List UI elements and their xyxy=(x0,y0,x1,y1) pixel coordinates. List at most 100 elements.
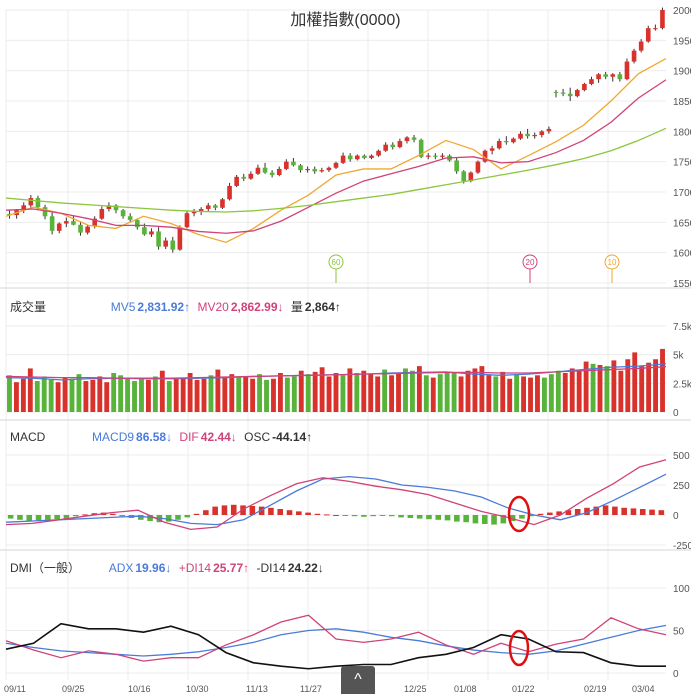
candle-body xyxy=(78,224,83,233)
candle-body xyxy=(354,155,360,160)
candle-body xyxy=(653,28,658,30)
osc-bar xyxy=(45,515,51,520)
candle-body xyxy=(468,172,474,182)
scroll-top-button[interactable]: ^ xyxy=(341,666,375,694)
volume-bar xyxy=(354,373,360,412)
volume-bar xyxy=(458,376,464,412)
volume-bar xyxy=(7,375,12,412)
volume-bar xyxy=(69,378,75,412)
candle-body xyxy=(305,168,310,171)
macd-line-macd9 xyxy=(5,473,667,526)
osc-bar xyxy=(463,515,469,523)
osc-bar xyxy=(509,515,516,521)
candle-body xyxy=(411,137,417,140)
candle-body xyxy=(99,208,105,219)
volume-bar xyxy=(187,373,193,412)
volume-bar xyxy=(333,373,339,412)
price-tick-label: 17500 xyxy=(673,158,691,169)
dmi-tick-label: 100 xyxy=(673,584,690,595)
mv5-arrow: ↑ xyxy=(184,300,191,314)
candle-body xyxy=(333,162,339,168)
osc-bar xyxy=(556,511,562,515)
x-tick-label: 11/13 xyxy=(246,684,268,694)
osc-bar xyxy=(621,507,627,515)
candle-body xyxy=(475,161,481,173)
volume-line-mv20 xyxy=(5,366,667,379)
pdi-arrow: ↑ xyxy=(243,561,250,575)
osc-label: OSC xyxy=(244,430,271,444)
osc-bar xyxy=(249,506,256,515)
volume-bar xyxy=(291,376,297,412)
volume-bar xyxy=(416,366,422,412)
osc-bar xyxy=(519,515,525,519)
volume-bar xyxy=(298,370,304,412)
candle-body xyxy=(560,92,566,94)
osc-bar xyxy=(286,510,293,515)
mdi-value: 24.22 xyxy=(287,561,318,575)
volume-bar xyxy=(34,381,40,412)
candle-body xyxy=(142,227,147,235)
dif-label: DIF xyxy=(179,430,199,444)
volume-bar xyxy=(62,377,68,412)
candle-body xyxy=(660,10,665,29)
osc-bar xyxy=(268,507,274,515)
candle-body xyxy=(184,213,190,228)
macd-cross-highlight xyxy=(507,495,531,533)
volume-bar xyxy=(271,378,276,412)
osc-bar xyxy=(175,515,181,520)
candle-body xyxy=(418,139,424,157)
candle-body xyxy=(482,150,488,162)
volume-bar xyxy=(215,369,221,412)
volume-bar xyxy=(347,368,353,412)
volume-bar xyxy=(653,359,659,412)
candle-body xyxy=(248,173,254,179)
candle-body xyxy=(603,74,608,77)
volume-bar xyxy=(382,369,388,412)
pdi-label: +DI14 xyxy=(178,561,212,575)
candle-body xyxy=(624,61,630,80)
candle-body xyxy=(42,207,48,217)
osc-bar xyxy=(193,513,200,515)
vol-value: 2,864 xyxy=(304,300,335,314)
macd-legend: MACD MACD9 86.58↓ DIF 42.44↓ OSC -44.14↑ xyxy=(10,430,316,444)
osc-bar xyxy=(602,505,609,515)
candle-body xyxy=(546,128,552,132)
macd9-value: 86.58 xyxy=(136,430,167,444)
candle-body xyxy=(340,155,346,163)
volume-bar xyxy=(257,374,263,412)
candle-body xyxy=(319,170,325,172)
candle-body xyxy=(291,161,296,166)
dmi-tick-label: 50 xyxy=(673,627,685,638)
osc-bar xyxy=(323,514,330,516)
candle-body xyxy=(645,28,651,42)
volume-bar xyxy=(145,379,151,412)
x-tick-label: 10/16 xyxy=(128,684,151,694)
candle-body xyxy=(347,155,353,160)
volume-tick-label: 5k xyxy=(673,351,685,362)
x-tick-label: 03/04 xyxy=(632,684,655,694)
volume-bar xyxy=(201,378,207,412)
price-tick-label: 19500 xyxy=(673,36,691,47)
volume-bar xyxy=(590,363,596,412)
osc-bar xyxy=(584,507,590,515)
osc-bar xyxy=(258,506,265,515)
candle-body xyxy=(149,231,154,235)
osc-bar xyxy=(230,504,237,515)
ma-line-mv10 xyxy=(5,57,667,244)
candle-body xyxy=(454,160,459,172)
vol-arrow: ↑ xyxy=(334,300,341,314)
candle-body xyxy=(234,176,239,186)
volume-bar xyxy=(368,374,374,412)
mdi-label: -DI14 xyxy=(256,561,286,575)
price-tick-label: 19000 xyxy=(673,67,691,78)
candle-body xyxy=(326,167,332,171)
osc-bar xyxy=(528,515,534,517)
chart-title: 加權指數(0000) xyxy=(290,12,401,29)
volume-bar xyxy=(583,361,589,412)
candle-body xyxy=(120,210,126,217)
volume-bar xyxy=(229,374,235,412)
mdi-arrow: ↓ xyxy=(317,561,324,575)
volume-bar xyxy=(236,377,242,412)
volume-bar xyxy=(493,376,499,412)
macd-tick-label: 500 xyxy=(673,451,690,462)
